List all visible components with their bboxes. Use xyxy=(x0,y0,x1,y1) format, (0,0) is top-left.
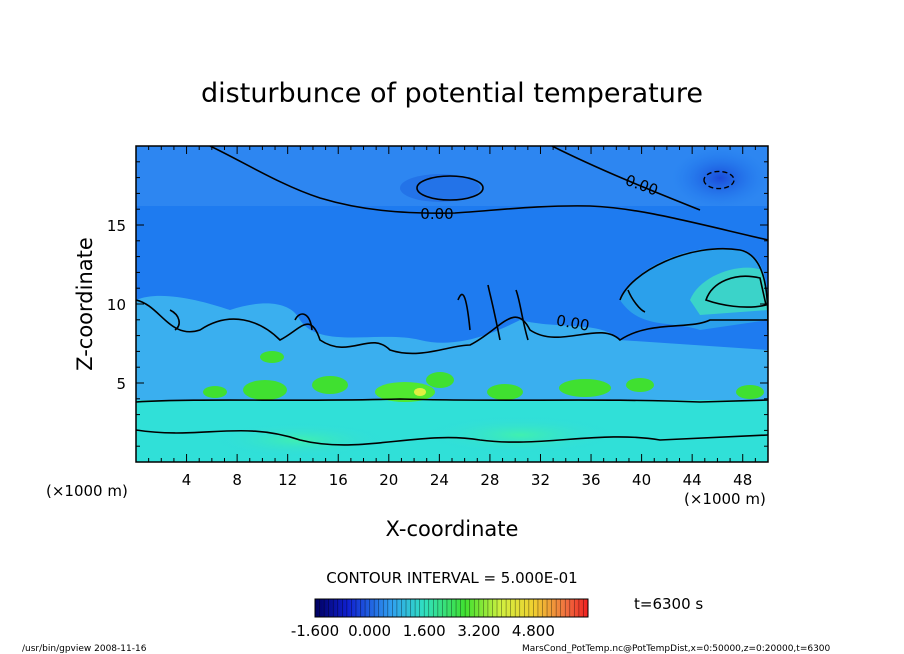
time-label: t=6300 s xyxy=(634,595,703,613)
colorbar-tick-labels: -1.600 0.000 1.600 3.200 4.800 xyxy=(291,622,555,640)
x-tick-label: 12 xyxy=(278,471,297,489)
x-tick-label: 32 xyxy=(531,471,550,489)
colorbar-tick-label: 4.800 xyxy=(512,622,555,640)
x-axis: 4 8 12 16 20 24 28 32 36 40 44 48 xyxy=(148,146,756,489)
x-tick-label: 28 xyxy=(480,471,499,489)
y-tick-label: 5 xyxy=(116,375,126,393)
x-tick-label: 20 xyxy=(379,471,398,489)
y-axis-label: Z-coordinate xyxy=(73,237,97,371)
colorbar-tick-label: 3.200 xyxy=(457,622,500,640)
x-axis-label: X-coordinate xyxy=(386,517,519,541)
x-tick-label: 16 xyxy=(329,471,348,489)
colorbar-tick-label: -1.600 xyxy=(291,622,339,640)
y-axis: 5 10 15 xyxy=(107,161,768,447)
x-tick-label: 8 xyxy=(232,471,242,489)
y-tick-label: 10 xyxy=(107,296,126,314)
x-tick-label: 36 xyxy=(581,471,600,489)
x-tick-label: 44 xyxy=(683,471,702,489)
footer-left: /usr/bin/gpview 2008-11-16 xyxy=(22,644,147,654)
colorbar-tick-label: 1.600 xyxy=(403,622,446,640)
dashed-contour xyxy=(703,170,735,190)
cold-anomaly xyxy=(672,148,768,208)
contour-interval: CONTOUR INTERVAL = 5.000E-01 xyxy=(326,569,577,587)
x-tick-label: 40 xyxy=(632,471,651,489)
colorbar-tick-label: 0.000 xyxy=(348,622,391,640)
plot-area: 0.00 0.00 0.00 xyxy=(136,146,768,462)
x-tick-label: 24 xyxy=(430,471,449,489)
contour-label: 0.00 xyxy=(555,311,591,335)
chart-title: disturbunce of potential temperature xyxy=(201,78,703,109)
contour-label: 0.00 xyxy=(420,205,453,223)
boundary-cells xyxy=(203,351,764,402)
warm-core-right xyxy=(690,267,768,315)
cool-pocket xyxy=(400,174,480,202)
x-unit-note-right: (×1000 m) xyxy=(684,490,766,508)
colorbar-divisions xyxy=(319,599,584,617)
lower-warm-2 xyxy=(420,415,620,455)
y-tick-label: 15 xyxy=(107,217,126,235)
x-tick-label: 4 xyxy=(182,471,192,489)
contour-lines xyxy=(136,146,768,446)
x-tick-label: 48 xyxy=(733,471,752,489)
footer-right: MarsCond_PotTemp.nc@PotTempDist,x=0:5000… xyxy=(522,644,831,654)
x-unit-note-left: (×1000 m) xyxy=(46,482,128,500)
